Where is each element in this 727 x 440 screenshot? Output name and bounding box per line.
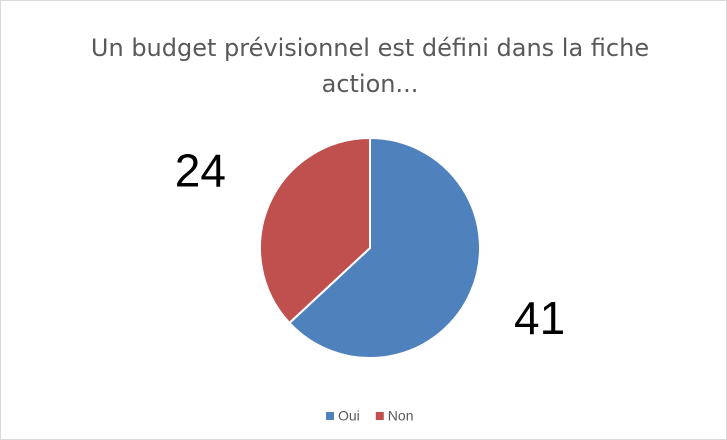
legend-swatch <box>326 412 334 420</box>
legend-label: Oui <box>338 408 360 424</box>
pie-slice <box>288 136 481 359</box>
chart-title: Un budget prévisionnel est défini dans l… <box>90 34 650 98</box>
pie-slice <box>259 136 371 325</box>
legend-swatch <box>375 412 384 420</box>
legend-label: Non <box>388 408 414 424</box>
data-label: 41 <box>514 292 565 344</box>
data-label: 24 <box>175 144 226 196</box>
